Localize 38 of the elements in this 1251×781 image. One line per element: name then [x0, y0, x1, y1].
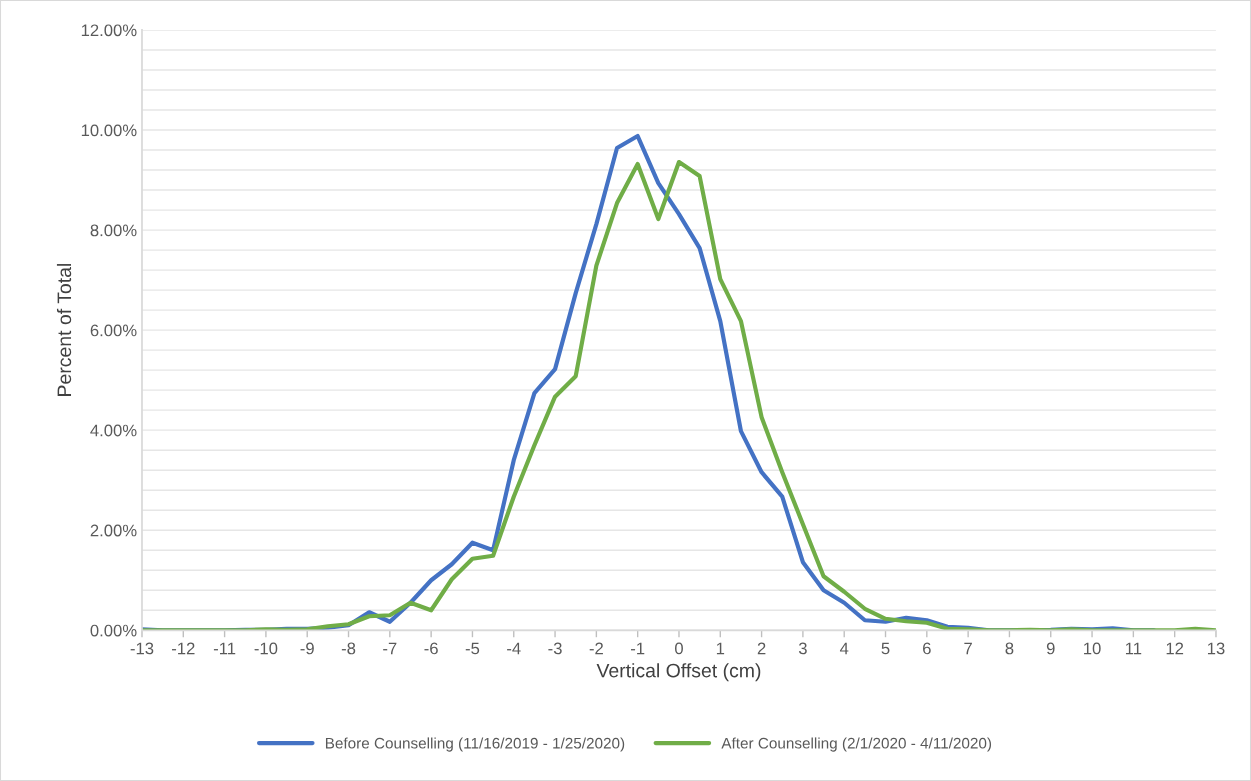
y-tick-label: 4.00% — [90, 424, 137, 437]
x-tick-label: 6 — [923, 642, 931, 655]
x-tick-label: 9 — [1046, 642, 1055, 655]
x-tick-label: 0 — [675, 642, 683, 655]
y-tick-label: 12.00% — [81, 24, 137, 37]
x-tick-label: -6 — [424, 642, 438, 655]
x-tick-label: -9 — [300, 642, 314, 655]
x-tick-label: 8 — [1005, 642, 1014, 655]
x-tick-label: -11 — [213, 642, 236, 655]
x-tick-label: -7 — [383, 642, 397, 655]
y-tick-label: 2.00% — [90, 524, 137, 537]
x-tick-label: -12 — [171, 642, 195, 655]
x-tick-label: -13 — [130, 642, 154, 655]
x-tick-label: 13 — [1207, 642, 1225, 655]
y-tick-label: 0.00% — [90, 624, 137, 637]
legend-label: After Counselling (2/1/2020 - 4/11/2020) — [721, 737, 992, 752]
x-tick-label: 7 — [964, 642, 972, 655]
x-tick-label: 12 — [1166, 642, 1184, 655]
y-tick-label: 6.00% — [90, 324, 137, 337]
y-tick-label: 8.00% — [90, 224, 137, 237]
x-tick-label: 2 — [757, 642, 766, 655]
x-tick-label: 5 — [881, 642, 890, 655]
x-tick-label: -3 — [548, 642, 562, 655]
x-tick-label: -8 — [341, 642, 356, 655]
x-tick-label: 1 — [716, 642, 725, 655]
x-tick-label: 10 — [1084, 642, 1101, 655]
x-tick-label: -2 — [589, 642, 603, 655]
x-tick-label: -10 — [254, 642, 278, 655]
x-tick-label: 11 — [1125, 642, 1142, 655]
x-tick-label: -5 — [465, 642, 480, 655]
x-tick-label: -1 — [631, 642, 645, 655]
legend-label: Before Counselling (11/16/2019 - 1/25/2020) — [325, 737, 625, 752]
x-axis-title: Vertical Offset (cm) — [596, 663, 761, 682]
x-tick-label: -4 — [507, 642, 521, 655]
y-axis-title: Percent of Total — [56, 264, 72, 396]
x-tick-label: 4 — [839, 642, 849, 655]
y-tick-label: 10.00% — [81, 124, 137, 137]
x-tick-label: 3 — [798, 642, 807, 655]
